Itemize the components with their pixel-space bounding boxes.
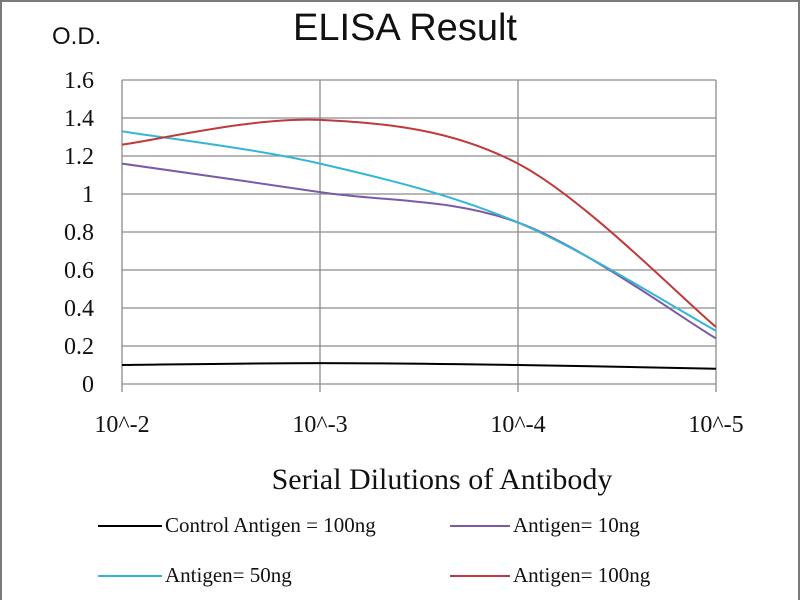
y-tick-label: 0.2 xyxy=(64,334,94,360)
legend-label-0: Control Antigen = 100ng xyxy=(165,513,376,537)
x-tick-label: 10^-3 xyxy=(292,412,347,438)
series-line-0 xyxy=(121,362,717,370)
y-tick-label: 0 xyxy=(82,372,94,398)
y-tick-label: 0.8 xyxy=(64,220,94,246)
y-tick-label: 0.4 xyxy=(64,296,94,322)
x-tick-label: 10^-5 xyxy=(688,412,743,438)
y-tick-label: 0.6 xyxy=(64,258,94,284)
legend-label-2: Antigen= 50ng xyxy=(165,563,292,587)
y-tick-label: 1.2 xyxy=(64,144,94,170)
series-line-3 xyxy=(121,118,717,328)
series-line-1 xyxy=(121,162,717,340)
x-tick-label: 10^-2 xyxy=(94,412,149,438)
y-tick-label: 1.6 xyxy=(64,68,94,94)
legend-label-1: Antigen= 10ng xyxy=(513,513,640,537)
y-tick-label: 1 xyxy=(82,182,94,208)
x-tick-label: 10^-4 xyxy=(490,412,545,438)
y-axis-label: O.D. xyxy=(52,23,101,50)
chart-title: ELISA Result xyxy=(293,7,517,49)
series-line-2 xyxy=(121,130,717,332)
legend-label-3: Antigen= 100ng xyxy=(513,563,651,587)
y-tick-label: 1.4 xyxy=(64,106,94,132)
x-axis-label: Serial Dilutions of Antibody xyxy=(272,463,613,496)
